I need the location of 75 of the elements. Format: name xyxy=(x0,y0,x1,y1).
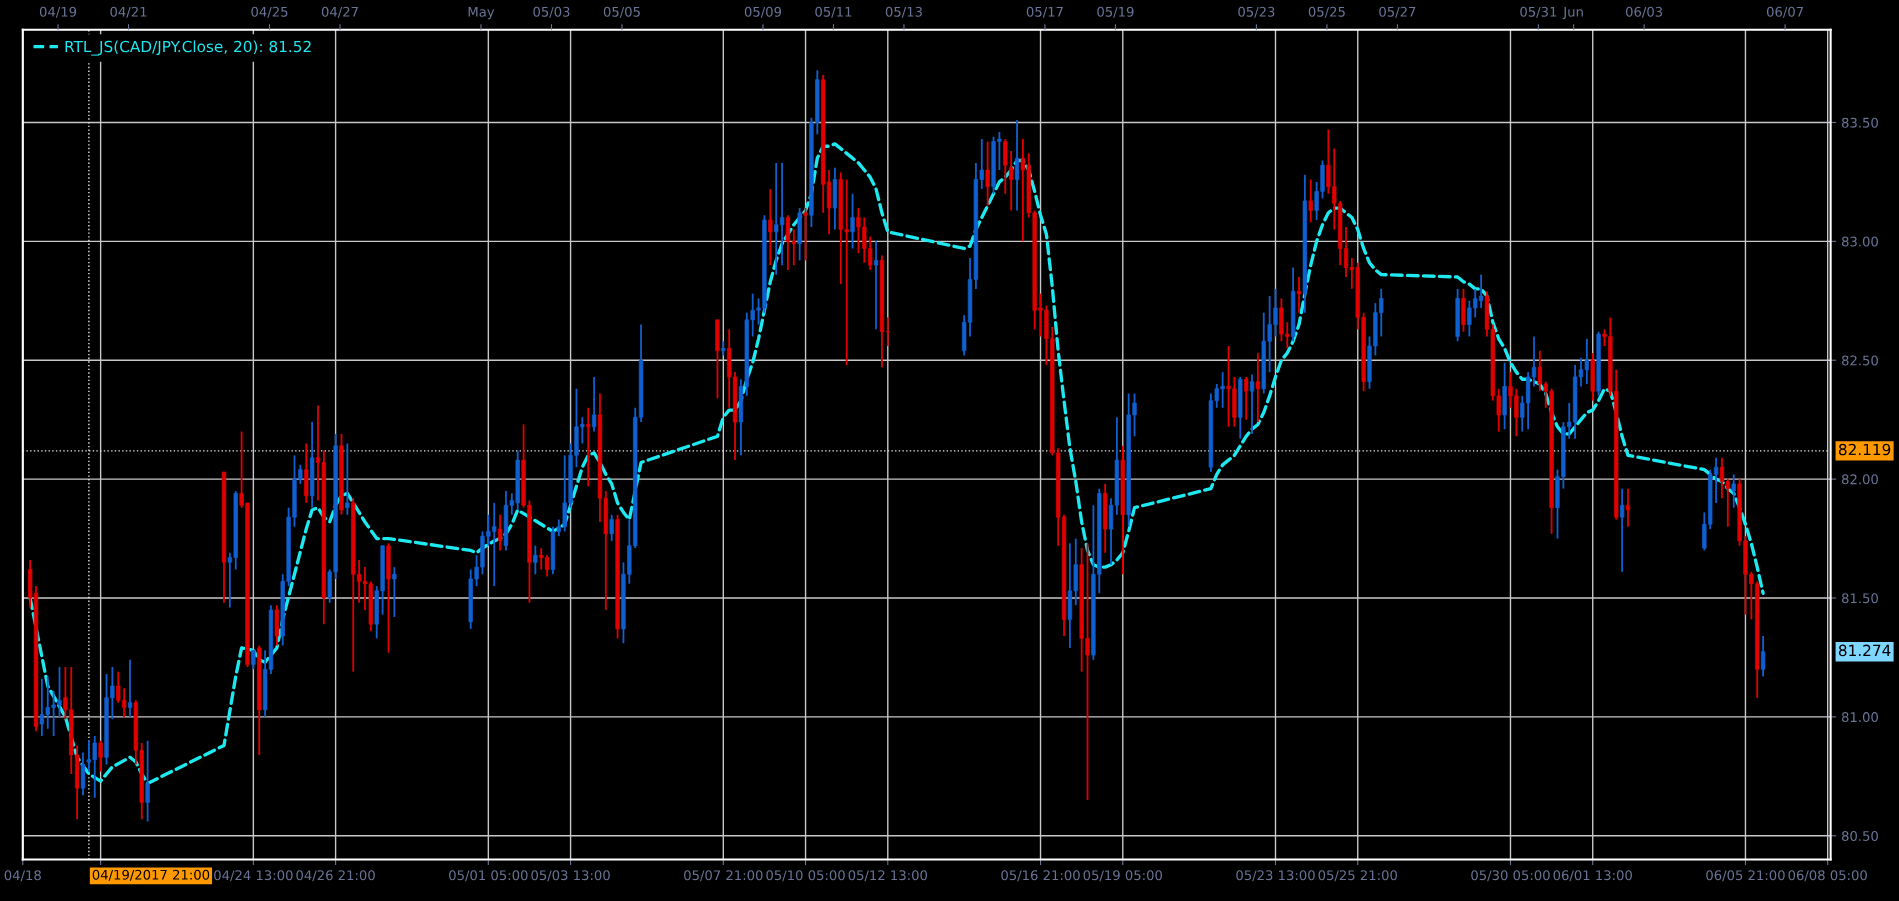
candlestick xyxy=(345,442,350,516)
x2-tick-label: 04/21 xyxy=(110,6,147,18)
candlestick xyxy=(251,649,256,671)
candlestick xyxy=(873,240,879,331)
x-tick-label: 06/05 21:00 xyxy=(1706,870,1785,882)
x2-tick-label: 05/17 xyxy=(1026,6,1063,18)
candlestick xyxy=(1731,473,1736,509)
y-tick-label: 82.00 xyxy=(1841,474,1878,485)
x2-tick-label: 06/03 xyxy=(1625,6,1663,18)
candlestick xyxy=(1308,178,1313,224)
y-tick-label: 80.50 xyxy=(1841,831,1878,841)
y-tick-label: 81.50 xyxy=(1841,593,1878,604)
ref-line-label: 04/19/2017 21:00 xyxy=(92,869,210,881)
x-tick-label: 06/01 13:00 xyxy=(1553,870,1632,882)
candlestick xyxy=(1625,487,1631,528)
x2-tick-label: 05/31 xyxy=(1520,6,1557,18)
x2-tick-label: 05/25 xyxy=(1308,6,1345,18)
x2-tick-label: 04/27 xyxy=(321,6,358,18)
y-tick-label: 81.00 xyxy=(1841,712,1878,723)
candlestick xyxy=(392,566,397,618)
x-tick-label: 06/08 05:00 xyxy=(1788,870,1867,882)
candlestick xyxy=(1296,276,1302,314)
x2-tick-label: 05/19 xyxy=(1097,6,1134,18)
candlestick xyxy=(497,513,503,552)
x2-tick-label: 05/13 xyxy=(885,6,922,18)
candlestick xyxy=(985,140,990,207)
y-tick-label: 83.00 xyxy=(1841,236,1878,247)
x-tick-label: 04/18 xyxy=(4,870,41,882)
x2-tick-label: 05/23 xyxy=(1238,6,1275,18)
x2-tick-label: 05/03 xyxy=(533,6,570,18)
x2-tick-label: 04/19 xyxy=(39,6,77,18)
x-tick-label: 05/25 21:00 xyxy=(1318,870,1397,882)
candlestick xyxy=(850,192,855,250)
x2-tick-label: 05/11 xyxy=(815,6,852,18)
candlestick xyxy=(1760,635,1766,678)
x-tick-label: 05/12 13:00 xyxy=(848,870,928,882)
x-tick-label: 05/01 05:00 xyxy=(449,870,528,882)
x-tick-label: 05/07 21:00 xyxy=(684,870,763,882)
candlestick xyxy=(1008,150,1014,212)
candlestick xyxy=(1243,375,1249,421)
x-tick-label: 05/23 13:00 xyxy=(1236,870,1315,882)
x-tick-label: 04/26 21:00 xyxy=(296,870,375,882)
candlestick xyxy=(98,739,103,773)
x-tick-label: 05/19 05:00 xyxy=(1083,870,1163,882)
candlestick xyxy=(609,513,614,542)
candlestick xyxy=(803,207,808,262)
candlestick xyxy=(1619,487,1625,573)
legend-label: RTL_JS(CAD/JPY.Close, 20): 81.52 xyxy=(65,40,311,56)
candlestick xyxy=(533,544,538,576)
x2-tick-label: 05/05 xyxy=(603,6,640,18)
candlestick xyxy=(145,739,150,823)
x2-tick-label: 05/27 xyxy=(1379,6,1416,18)
x2-tick-label: 04/25 xyxy=(251,6,288,18)
candlestick xyxy=(1255,352,1261,423)
ref-line-label: 82.119 xyxy=(1838,443,1891,456)
x2-tick-label: 06/07 xyxy=(1766,6,1803,18)
x2-tick-label: 05/09 xyxy=(744,6,782,18)
candlestick xyxy=(1249,373,1255,435)
candlestick xyxy=(586,406,591,488)
x-tick-label: 05/30 05:00 xyxy=(1471,870,1550,882)
candlestick xyxy=(80,751,86,797)
x-tick-label: 04/24 13:00 xyxy=(214,870,293,882)
y-tick-label: 82.50 xyxy=(1841,355,1878,366)
x2-tick-label: May xyxy=(468,6,495,20)
text: 81.274 xyxy=(1838,644,1891,657)
candlestick xyxy=(1014,119,1020,212)
x-tick-label: 05/16 21:00 xyxy=(1001,870,1080,882)
candlestick xyxy=(768,188,773,267)
x-tick-label: 05/03 13:00 xyxy=(531,870,610,882)
candlestick xyxy=(1003,138,1008,195)
candlestick xyxy=(591,375,597,433)
x-tick-label: 05/10 05:00 xyxy=(766,870,845,882)
y-tick-label: 83.50 xyxy=(1841,117,1878,128)
x2-tick-label: Jun xyxy=(1562,6,1583,20)
candlestick xyxy=(127,658,133,718)
